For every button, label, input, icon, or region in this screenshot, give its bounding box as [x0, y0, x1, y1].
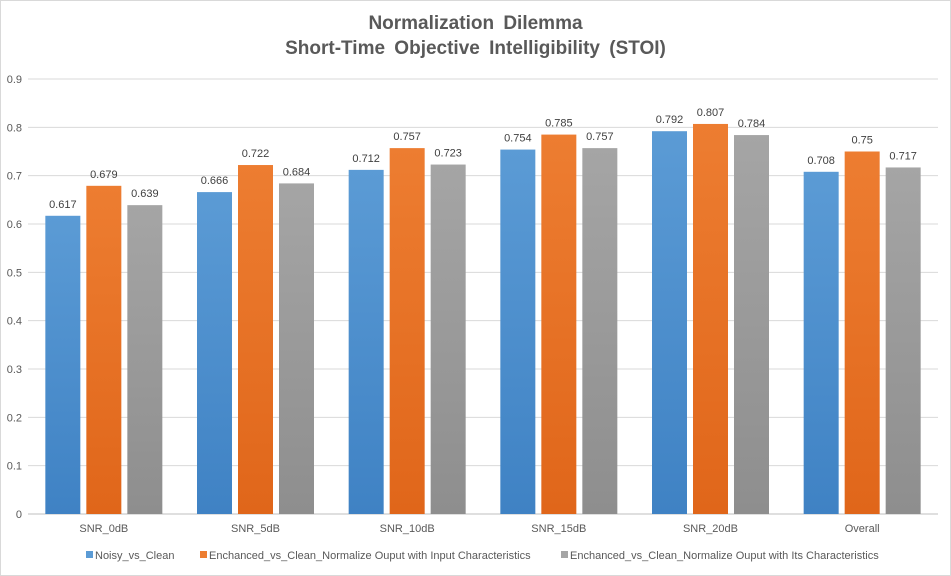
legend-label: Enchanced_vs_Clean_Normalize Ouput with … [570, 550, 879, 562]
y-tick-label: 0.6 [7, 219, 22, 231]
data-label: 0.754 [504, 133, 532, 145]
x-tick-label: Overall [845, 523, 880, 535]
data-label: 0.757 [393, 131, 421, 143]
data-label: 0.717 [889, 150, 917, 162]
data-label: 0.807 [697, 107, 725, 119]
legend-swatch [561, 551, 568, 558]
legend-label: Noisy_vs_Clean [95, 550, 174, 562]
bar-snr-5db-series-2 [238, 165, 273, 515]
y-tick-label: 0 [16, 509, 22, 521]
data-label: 0.784 [738, 118, 766, 130]
chart-title-block: Normalization Dilemma Short-Time Objecti… [0, 11, 951, 61]
y-tick-label: 0.8 [7, 122, 22, 134]
data-label: 0.639 [131, 188, 159, 200]
bar-snr-20db-series-1 [652, 131, 687, 514]
legend-label: Enchanced_vs_Clean_Normalize Ouput with … [209, 550, 531, 562]
data-label: 0.723 [434, 148, 462, 160]
y-tick-label: 0.3 [7, 364, 22, 376]
x-tick-label: SNR_5dB [231, 523, 280, 535]
chart-title: Normalization Dilemma [368, 13, 583, 34]
x-tick-label: SNR_20dB [683, 523, 738, 535]
bar-snr-5db-series-3 [279, 183, 314, 514]
y-tick-label: 0.4 [7, 316, 22, 328]
data-label: 0.666 [201, 175, 229, 187]
data-label: 0.75 [851, 135, 872, 147]
bar-snr-0db-series-3 [127, 205, 163, 514]
y-tick-label: 0.9 [7, 74, 22, 86]
bar-snr-5db-series-1 [197, 192, 232, 514]
bar-snr-0db-series-1 [45, 215, 81, 515]
legend-swatch [86, 551, 93, 558]
bar-snr-15db-series-2 [541, 134, 577, 515]
data-label: 0.785 [545, 118, 573, 130]
data-label: 0.757 [586, 131, 614, 143]
data-label: 0.722 [242, 148, 270, 160]
data-label: 0.712 [352, 153, 380, 165]
bar-snr-10db-series-1 [348, 169, 384, 514]
bar-snr-10db-series-2 [389, 148, 425, 514]
y-tick-label: 0.1 [7, 461, 22, 473]
y-tick-label: 0.5 [7, 267, 22, 279]
y-tick-label: 0.2 [7, 412, 22, 424]
bar-snr-15db-series-1 [500, 149, 536, 515]
bar-overall-series-2 [844, 151, 880, 514]
data-label: 0.617 [49, 199, 77, 211]
legend-swatch [200, 551, 207, 558]
bar-overall-series-3 [885, 167, 921, 514]
bar-overall-series-1 [803, 171, 839, 515]
x-tick-label: SNR_10dB [380, 523, 435, 535]
bar-snr-20db-series-3 [734, 135, 769, 515]
data-label: 0.708 [807, 155, 835, 167]
y-tick-label: 0.7 [7, 171, 22, 183]
x-tick-label: SNR_0dB [79, 523, 128, 535]
bar-snr-10db-series-3 [430, 164, 466, 515]
bar-snr-0db-series-2 [86, 185, 122, 515]
chart-subtitle: Short-Time Objective Intelligibility (ST… [285, 38, 666, 59]
bar-snr-20db-series-2 [693, 123, 728, 514]
x-tick-label: SNR_15dB [531, 523, 586, 535]
data-label: 0.679 [90, 169, 118, 181]
data-label: 0.792 [656, 114, 684, 126]
bar-snr-15db-series-3 [582, 148, 618, 514]
data-label: 0.684 [283, 166, 311, 178]
